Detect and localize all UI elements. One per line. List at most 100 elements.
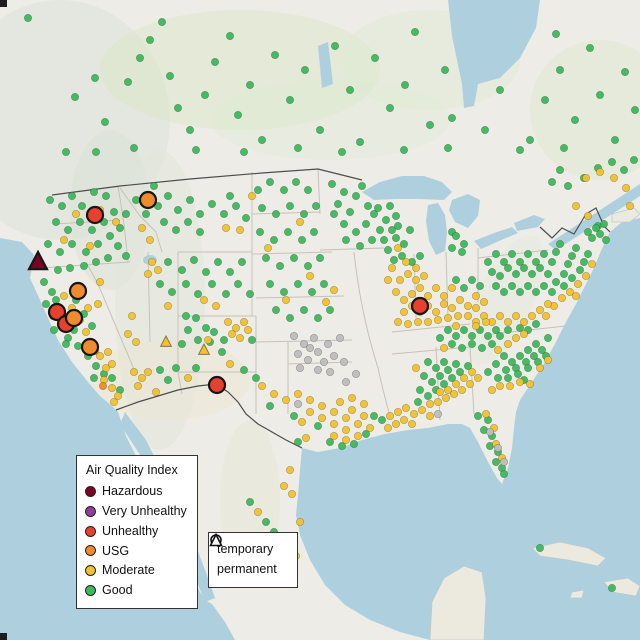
station-marker-temporary[interactable]	[451, 379, 461, 389]
station-marker-temporary[interactable]	[393, 407, 403, 417]
station-marker-temporary[interactable]	[305, 407, 315, 417]
station-marker-temporary[interactable]	[285, 465, 295, 475]
station-marker-temporary[interactable]	[361, 429, 371, 439]
station-marker-temporary[interactable]	[423, 391, 433, 401]
station-marker-temporary[interactable]	[583, 249, 593, 259]
station-marker-temporary[interactable]	[129, 143, 139, 153]
station-marker-temporary[interactable]	[457, 247, 467, 257]
station-marker-temporary[interactable]	[107, 359, 117, 369]
station-marker-temporary[interactable]	[199, 295, 209, 305]
station-marker-temporary[interactable]	[61, 147, 71, 157]
station-marker-temporary[interactable]	[330, 41, 340, 51]
station-marker-temporary[interactable]	[477, 343, 487, 353]
station-marker-temporary[interactable]	[567, 251, 577, 261]
station-marker-temporary[interactable]	[447, 243, 457, 253]
station-marker-temporary[interactable]	[415, 251, 425, 261]
station-marker-temporary[interactable]	[101, 191, 111, 201]
station-marker-temporary[interactable]	[385, 103, 395, 113]
station-marker-temporary[interactable]	[313, 421, 323, 431]
station-marker-temporary[interactable]	[157, 17, 167, 27]
station-marker-temporary[interactable]	[443, 365, 453, 375]
station-marker-temporary[interactable]	[305, 271, 315, 281]
station-marker-temporary[interactable]	[207, 199, 217, 209]
station-marker-temporary[interactable]	[235, 225, 245, 235]
station-marker-temporary[interactable]	[153, 265, 163, 275]
station-marker-temporary[interactable]	[185, 125, 195, 135]
station-marker-temporary[interactable]	[91, 147, 101, 157]
station-marker-temporary[interactable]	[575, 265, 585, 275]
station-marker-temporary[interactable]	[583, 211, 593, 221]
station-marker-temporary[interactable]	[183, 325, 193, 335]
station-marker-temporary[interactable]	[241, 213, 251, 223]
station-marker-temporary[interactable]	[75, 217, 85, 227]
station-marker-temporary[interactable]	[335, 397, 345, 407]
station-marker-temporary[interactable]	[167, 287, 177, 297]
station-marker-temporary[interactable]	[315, 125, 325, 135]
station-marker-permanent-large[interactable]	[27, 249, 49, 271]
station-marker-temporary[interactable]	[329, 407, 339, 417]
station-marker-temporary[interactable]	[253, 507, 263, 517]
station-marker-temporary[interactable]	[127, 311, 137, 321]
station-marker-temporary[interactable]	[527, 311, 537, 321]
station-marker-temporary[interactable]	[291, 177, 301, 187]
station-marker-temporary[interactable]	[155, 279, 165, 289]
station-marker-temporary[interactable]	[335, 333, 345, 343]
station-marker-temporary[interactable]	[411, 275, 421, 285]
station-marker-temporary[interactable]	[279, 481, 289, 491]
station-marker-temporary[interactable]	[189, 255, 199, 265]
station-marker-temporary[interactable]	[559, 143, 569, 153]
station-marker-temporary[interactable]	[279, 185, 289, 195]
station-marker-temporary[interactable]	[409, 409, 419, 419]
station-marker-temporary[interactable]	[129, 367, 139, 377]
station-marker-temporary[interactable]	[423, 291, 433, 301]
station-marker-temporary[interactable]	[307, 287, 317, 297]
station-marker-temporary[interactable]	[219, 335, 229, 345]
station-marker-temporary[interactable]	[90, 73, 100, 83]
station-marker-temporary[interactable]	[431, 283, 441, 293]
station-marker-temporary[interactable]	[427, 377, 437, 387]
station-marker-temporary[interactable]	[279, 287, 289, 297]
station-marker-temporary[interactable]	[115, 223, 125, 233]
station-marker-temporary[interactable]	[483, 331, 493, 341]
station-marker-temporary[interactable]	[285, 313, 295, 323]
station-marker-temporary[interactable]	[181, 311, 191, 321]
station-marker-temporary[interactable]	[185, 195, 195, 205]
station-marker-temporary[interactable]	[323, 339, 333, 349]
station-marker-temporary[interactable]	[433, 397, 443, 407]
station-marker-temporary[interactable]	[495, 311, 505, 321]
station-marker-temporary[interactable]	[503, 317, 513, 327]
station-marker-temporary[interactable]	[201, 267, 211, 277]
station-marker-temporary[interactable]	[313, 347, 323, 357]
station-marker-temporary[interactable]	[411, 263, 421, 273]
station-marker-temporary[interactable]	[587, 233, 597, 243]
station-marker-temporary[interactable]	[425, 120, 435, 130]
station-marker-temporary[interactable]	[293, 437, 303, 447]
station-marker-temporary[interactable]	[567, 273, 577, 283]
station-marker-temporary[interactable]	[447, 339, 457, 349]
station-marker-temporary[interactable]	[81, 327, 91, 337]
station-marker-temporary[interactable]	[399, 239, 409, 249]
station-marker-temporary[interactable]	[321, 297, 331, 307]
station-marker-temporary[interactable]	[209, 327, 219, 337]
station-marker-temporary[interactable]	[191, 145, 201, 155]
station-marker-temporary[interactable]	[585, 43, 595, 53]
station-marker-temporary[interactable]	[413, 317, 423, 327]
station-marker-temporary[interactable]	[359, 399, 369, 409]
station-marker-temporary[interactable]	[610, 135, 620, 145]
station-marker-temporary[interactable]	[299, 305, 309, 315]
station-marker-temporary[interactable]	[543, 299, 553, 309]
station-marker-temporary[interactable]	[503, 373, 513, 383]
station-marker-temporary[interactable]	[499, 257, 509, 267]
station-marker-temporary[interactable]	[457, 343, 467, 353]
station-marker-temporary[interactable]	[305, 343, 315, 353]
station-marker-temporary[interactable]	[227, 329, 237, 339]
station-marker-temporary[interactable]	[383, 245, 393, 255]
station-marker-temporary[interactable]	[305, 395, 315, 405]
station-marker-temporary[interactable]	[621, 183, 631, 193]
station-marker-temporary[interactable]	[293, 389, 303, 399]
station-marker-temporary[interactable]	[121, 209, 131, 219]
station-marker-temporary[interactable]	[501, 365, 511, 375]
station-marker-temporary[interactable]	[287, 489, 297, 499]
station-marker-temporary[interactable]	[239, 317, 249, 327]
